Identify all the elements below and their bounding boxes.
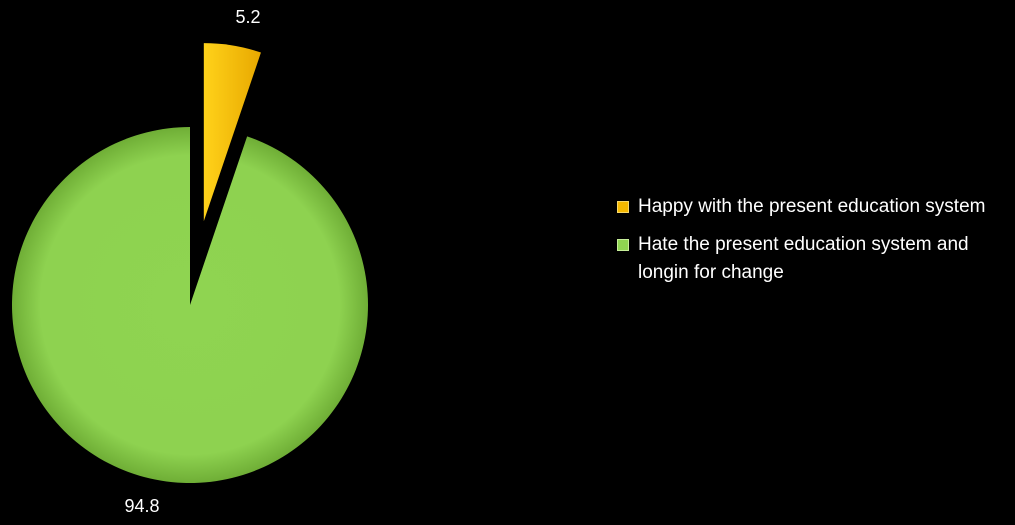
legend-item-happy: Happy with the present education system xyxy=(617,193,1012,221)
slice-hate xyxy=(11,127,368,483)
legend-swatch-happy xyxy=(617,201,629,213)
legend: Happy with the present education system … xyxy=(617,193,1012,297)
slice-happy xyxy=(203,43,261,222)
legend-label-hate: Hate the present education system and lo… xyxy=(638,234,969,283)
legend-swatch-hate xyxy=(617,239,629,251)
data-label-happy: 5.2 xyxy=(235,7,260,27)
data-label-hate: 94.8 xyxy=(124,496,159,516)
legend-label-happy: Happy with the present education system xyxy=(638,196,986,217)
legend-item-hate: Hate the present education system and lo… xyxy=(617,231,1012,287)
